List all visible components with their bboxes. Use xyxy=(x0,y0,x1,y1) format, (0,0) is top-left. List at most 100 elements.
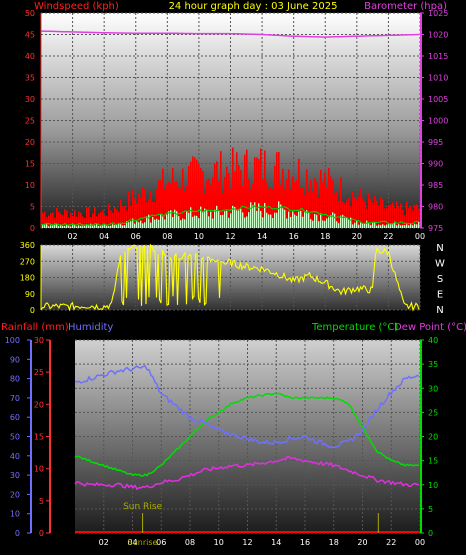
wind-tick-label: 50 xyxy=(25,9,35,18)
avg-wind-bar xyxy=(206,209,208,228)
avg-wind-bar xyxy=(342,214,344,228)
avg-wind-bar xyxy=(396,225,398,228)
gust-bar xyxy=(122,206,124,228)
baro-tick-label: 985 xyxy=(428,181,443,190)
avg-wind-bar xyxy=(110,225,112,228)
avg-wind-bar xyxy=(76,226,78,228)
gust-bar xyxy=(70,212,72,228)
avg-wind-bar xyxy=(260,211,262,228)
gust-bar xyxy=(174,181,176,228)
baro-tick-label: 995 xyxy=(428,138,443,147)
gust-bar xyxy=(386,207,388,228)
gust-bar xyxy=(134,198,136,228)
wind-tick-label: 20 xyxy=(25,138,35,147)
gust-bar xyxy=(352,192,354,228)
gust-bar xyxy=(106,215,108,228)
avg-wind-bar xyxy=(112,224,114,228)
avg-wind-bar xyxy=(126,220,128,228)
gust-bar xyxy=(332,180,334,228)
avg-wind-bar xyxy=(234,207,236,228)
gust-bar xyxy=(120,199,122,228)
avg-wind-bar xyxy=(222,214,224,228)
avg-wind-bar xyxy=(366,220,368,228)
avg-wind-bar xyxy=(418,222,420,228)
gust-bar xyxy=(362,198,364,228)
avg-wind-bar xyxy=(230,213,232,228)
gust-bar xyxy=(402,209,404,228)
gust-bar xyxy=(132,190,134,228)
baro-tick-label: 975 xyxy=(428,224,443,233)
avg-wind-bar xyxy=(246,216,248,228)
gust-bar xyxy=(110,210,112,228)
gust-bar xyxy=(350,206,352,228)
avg-wind-bar xyxy=(352,224,354,228)
average-wind-line xyxy=(40,205,420,227)
gust-bar xyxy=(282,168,284,228)
gust-bar xyxy=(124,205,126,228)
avg-wind-bar xyxy=(168,211,170,228)
wind-tick-label: 5 xyxy=(30,203,35,212)
avg-wind-bar xyxy=(244,217,246,228)
gust-bar xyxy=(300,188,302,228)
avg-wind-bar xyxy=(122,225,124,228)
avg-wind-bar xyxy=(202,211,204,228)
gust-bar xyxy=(48,215,50,228)
avg-wind-bar xyxy=(300,210,302,228)
gust-bar xyxy=(84,217,86,228)
avg-wind-bar xyxy=(384,225,386,228)
gust-bar xyxy=(238,165,240,228)
avg-wind-bar xyxy=(44,223,46,228)
windspeed-axis-title: Windspeed (kph) xyxy=(34,1,119,12)
avg-wind-bar xyxy=(410,224,412,228)
avg-wind-bar xyxy=(182,218,184,228)
avg-wind-bar xyxy=(402,225,404,228)
gust-bar xyxy=(202,171,204,228)
compass-label: S xyxy=(437,274,443,285)
gust-bar xyxy=(144,188,146,228)
gust-bar xyxy=(248,178,250,228)
gust-bar xyxy=(218,181,220,228)
avg-wind-bar xyxy=(204,208,206,228)
gust-bar xyxy=(284,189,286,228)
avg-wind-bar xyxy=(108,226,110,228)
rainfall-tick-label: 30 xyxy=(34,336,44,345)
gust-bar xyxy=(148,198,150,228)
gust-bar xyxy=(216,161,218,228)
avg-wind-bar xyxy=(102,225,104,228)
avg-wind-bar xyxy=(218,210,220,228)
temperature-tick-label: 35 xyxy=(428,360,438,369)
wind-x-tick-label: 16 xyxy=(289,232,299,241)
humidity-tick-label: 80 xyxy=(10,375,20,384)
avg-wind-bar xyxy=(194,215,196,228)
avg-wind-bar xyxy=(308,212,310,228)
gust-bar xyxy=(226,166,228,228)
humidity-tick-label: 50 xyxy=(10,433,20,442)
gust-bar xyxy=(206,180,208,228)
gust-bar xyxy=(370,198,372,228)
gust-bar xyxy=(68,217,70,228)
avg-wind-bar xyxy=(358,224,360,228)
avg-wind-bar xyxy=(412,225,414,228)
gust-bar xyxy=(116,209,118,228)
wind-x-tick-label: 10 xyxy=(194,232,204,241)
gust-bar xyxy=(224,176,226,228)
wind-x-tick-label: 06 xyxy=(131,232,141,241)
gust-bar xyxy=(246,149,248,228)
gust-bar xyxy=(228,172,230,228)
temperature-tick-label: 40 xyxy=(428,336,438,345)
avg-wind-bar xyxy=(238,210,240,228)
temperature-tick-label: 5 xyxy=(428,505,433,514)
gust-bar xyxy=(290,189,292,228)
gust-bar xyxy=(372,202,374,228)
gust-bar xyxy=(366,208,368,228)
avg-wind-bar xyxy=(166,214,168,228)
avg-wind-bar xyxy=(248,212,250,228)
avg-wind-bar xyxy=(180,220,182,228)
gust-bar xyxy=(166,184,168,228)
humidity-tick-label: 30 xyxy=(10,471,20,480)
avg-wind-bar xyxy=(390,223,392,228)
baro-tick-label: 1000 xyxy=(428,117,448,126)
gust-bar xyxy=(320,169,322,228)
gust-bar xyxy=(336,191,338,228)
avg-wind-bar xyxy=(42,225,44,228)
